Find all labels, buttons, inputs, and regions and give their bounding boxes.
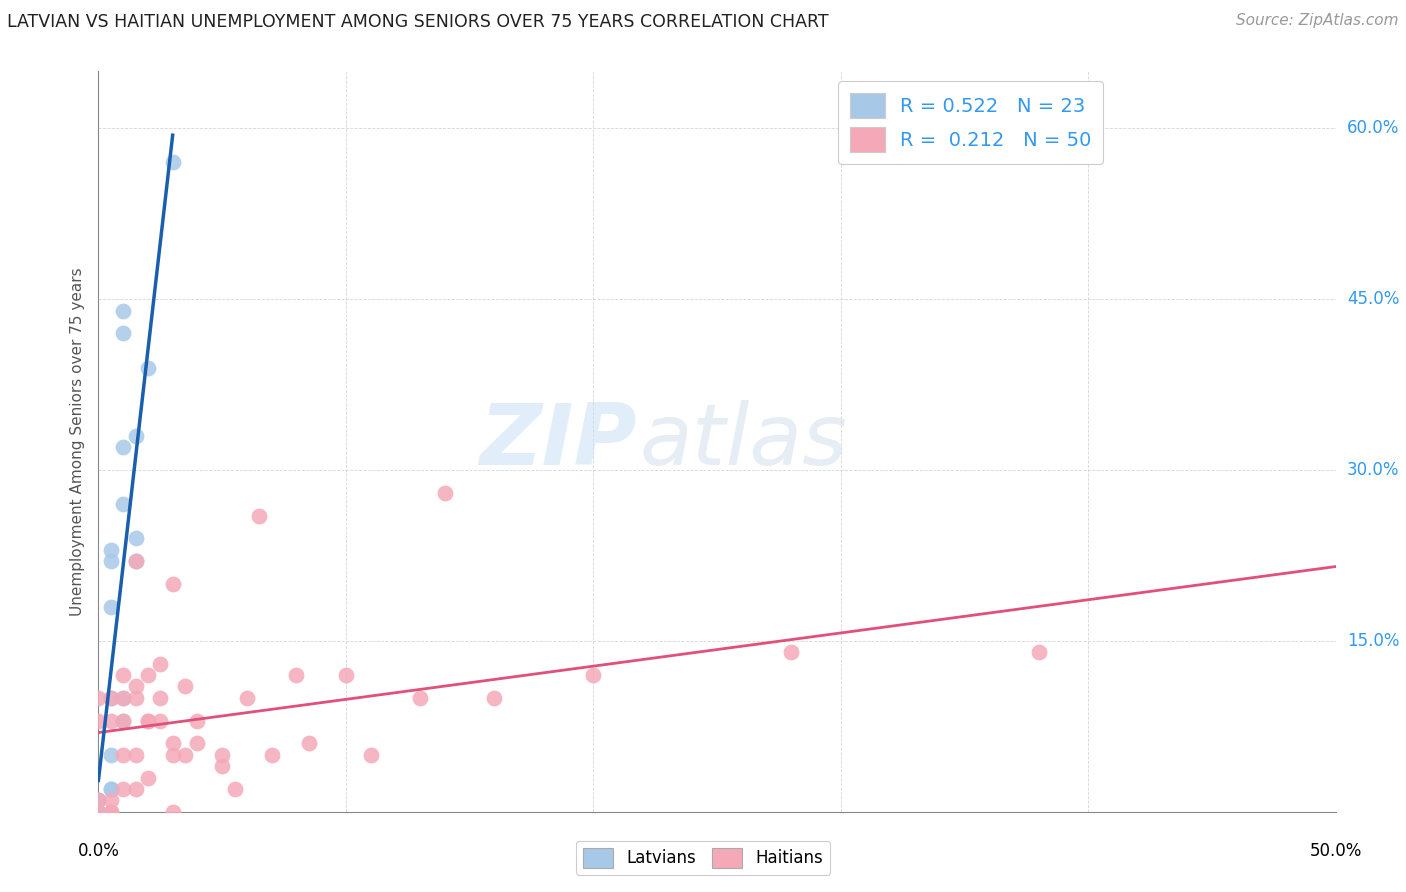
Point: [780, 645, 803, 659]
Legend: R = 0.522   N = 23, R =  0.212   N = 50: R = 0.522 N = 23, R = 0.212 N = 50: [838, 81, 1104, 164]
Text: atlas: atlas: [640, 400, 846, 483]
Point: [124, 532, 146, 546]
Point: [112, 747, 135, 762]
Point: [162, 747, 184, 762]
Point: [87, 805, 110, 819]
Point: [162, 155, 184, 169]
Point: [124, 680, 146, 694]
Point: [149, 657, 172, 671]
Text: 60.0%: 60.0%: [1347, 120, 1399, 137]
Point: [236, 690, 259, 705]
Point: [247, 508, 270, 523]
Point: [124, 690, 146, 705]
Point: [285, 668, 308, 682]
Point: [186, 736, 208, 750]
Point: [100, 554, 122, 568]
Point: [100, 793, 122, 807]
Legend: Latvians, Haitians: Latvians, Haitians: [576, 841, 830, 875]
Point: [335, 668, 357, 682]
Point: [100, 542, 122, 557]
Text: LATVIAN VS HAITIAN UNEMPLOYMENT AMONG SENIORS OVER 75 YEARS CORRELATION CHART: LATVIAN VS HAITIAN UNEMPLOYMENT AMONG SE…: [7, 13, 828, 31]
Point: [112, 714, 135, 728]
Point: [124, 781, 146, 796]
Point: [87, 805, 110, 819]
Point: [87, 690, 110, 705]
Point: [260, 747, 283, 762]
Point: [87, 793, 110, 807]
Point: [100, 805, 122, 819]
Point: [112, 440, 135, 454]
Point: [124, 747, 146, 762]
Point: [100, 714, 122, 728]
Point: [112, 326, 135, 341]
Point: [149, 714, 172, 728]
Point: [100, 805, 122, 819]
Y-axis label: Unemployment Among Seniors over 75 years: Unemployment Among Seniors over 75 years: [70, 268, 86, 615]
Point: [100, 781, 122, 796]
Point: [174, 747, 197, 762]
Point: [298, 736, 321, 750]
Point: [162, 577, 184, 591]
Point: [100, 599, 122, 614]
Point: [162, 736, 184, 750]
Point: [124, 429, 146, 443]
Point: [174, 680, 197, 694]
Point: [112, 690, 135, 705]
Text: 45.0%: 45.0%: [1347, 290, 1399, 308]
Point: [149, 690, 172, 705]
Point: [112, 781, 135, 796]
Point: [136, 771, 159, 785]
Point: [582, 668, 605, 682]
Text: 50.0%: 50.0%: [1309, 842, 1362, 860]
Point: [87, 793, 110, 807]
Point: [100, 781, 122, 796]
Point: [136, 668, 159, 682]
Text: ZIP: ZIP: [479, 400, 637, 483]
Text: Source: ZipAtlas.com: Source: ZipAtlas.com: [1236, 13, 1399, 29]
Point: [87, 805, 110, 819]
Text: 0.0%: 0.0%: [77, 842, 120, 860]
Point: [112, 690, 135, 705]
Point: [1028, 645, 1050, 659]
Point: [124, 554, 146, 568]
Point: [112, 497, 135, 511]
Point: [484, 690, 506, 705]
Point: [100, 690, 122, 705]
Point: [112, 714, 135, 728]
Point: [433, 485, 456, 500]
Point: [136, 714, 159, 728]
Point: [186, 714, 208, 728]
Point: [87, 714, 110, 728]
Text: 30.0%: 30.0%: [1347, 461, 1399, 479]
Text: 15.0%: 15.0%: [1347, 632, 1399, 650]
Point: [112, 303, 135, 318]
Point: [224, 781, 246, 796]
Point: [87, 805, 110, 819]
Point: [211, 759, 233, 773]
Point: [211, 747, 233, 762]
Point: [112, 668, 135, 682]
Point: [124, 554, 146, 568]
Point: [136, 714, 159, 728]
Point: [136, 360, 159, 375]
Point: [100, 747, 122, 762]
Point: [100, 690, 122, 705]
Point: [360, 747, 382, 762]
Point: [87, 793, 110, 807]
Point: [162, 805, 184, 819]
Point: [409, 690, 432, 705]
